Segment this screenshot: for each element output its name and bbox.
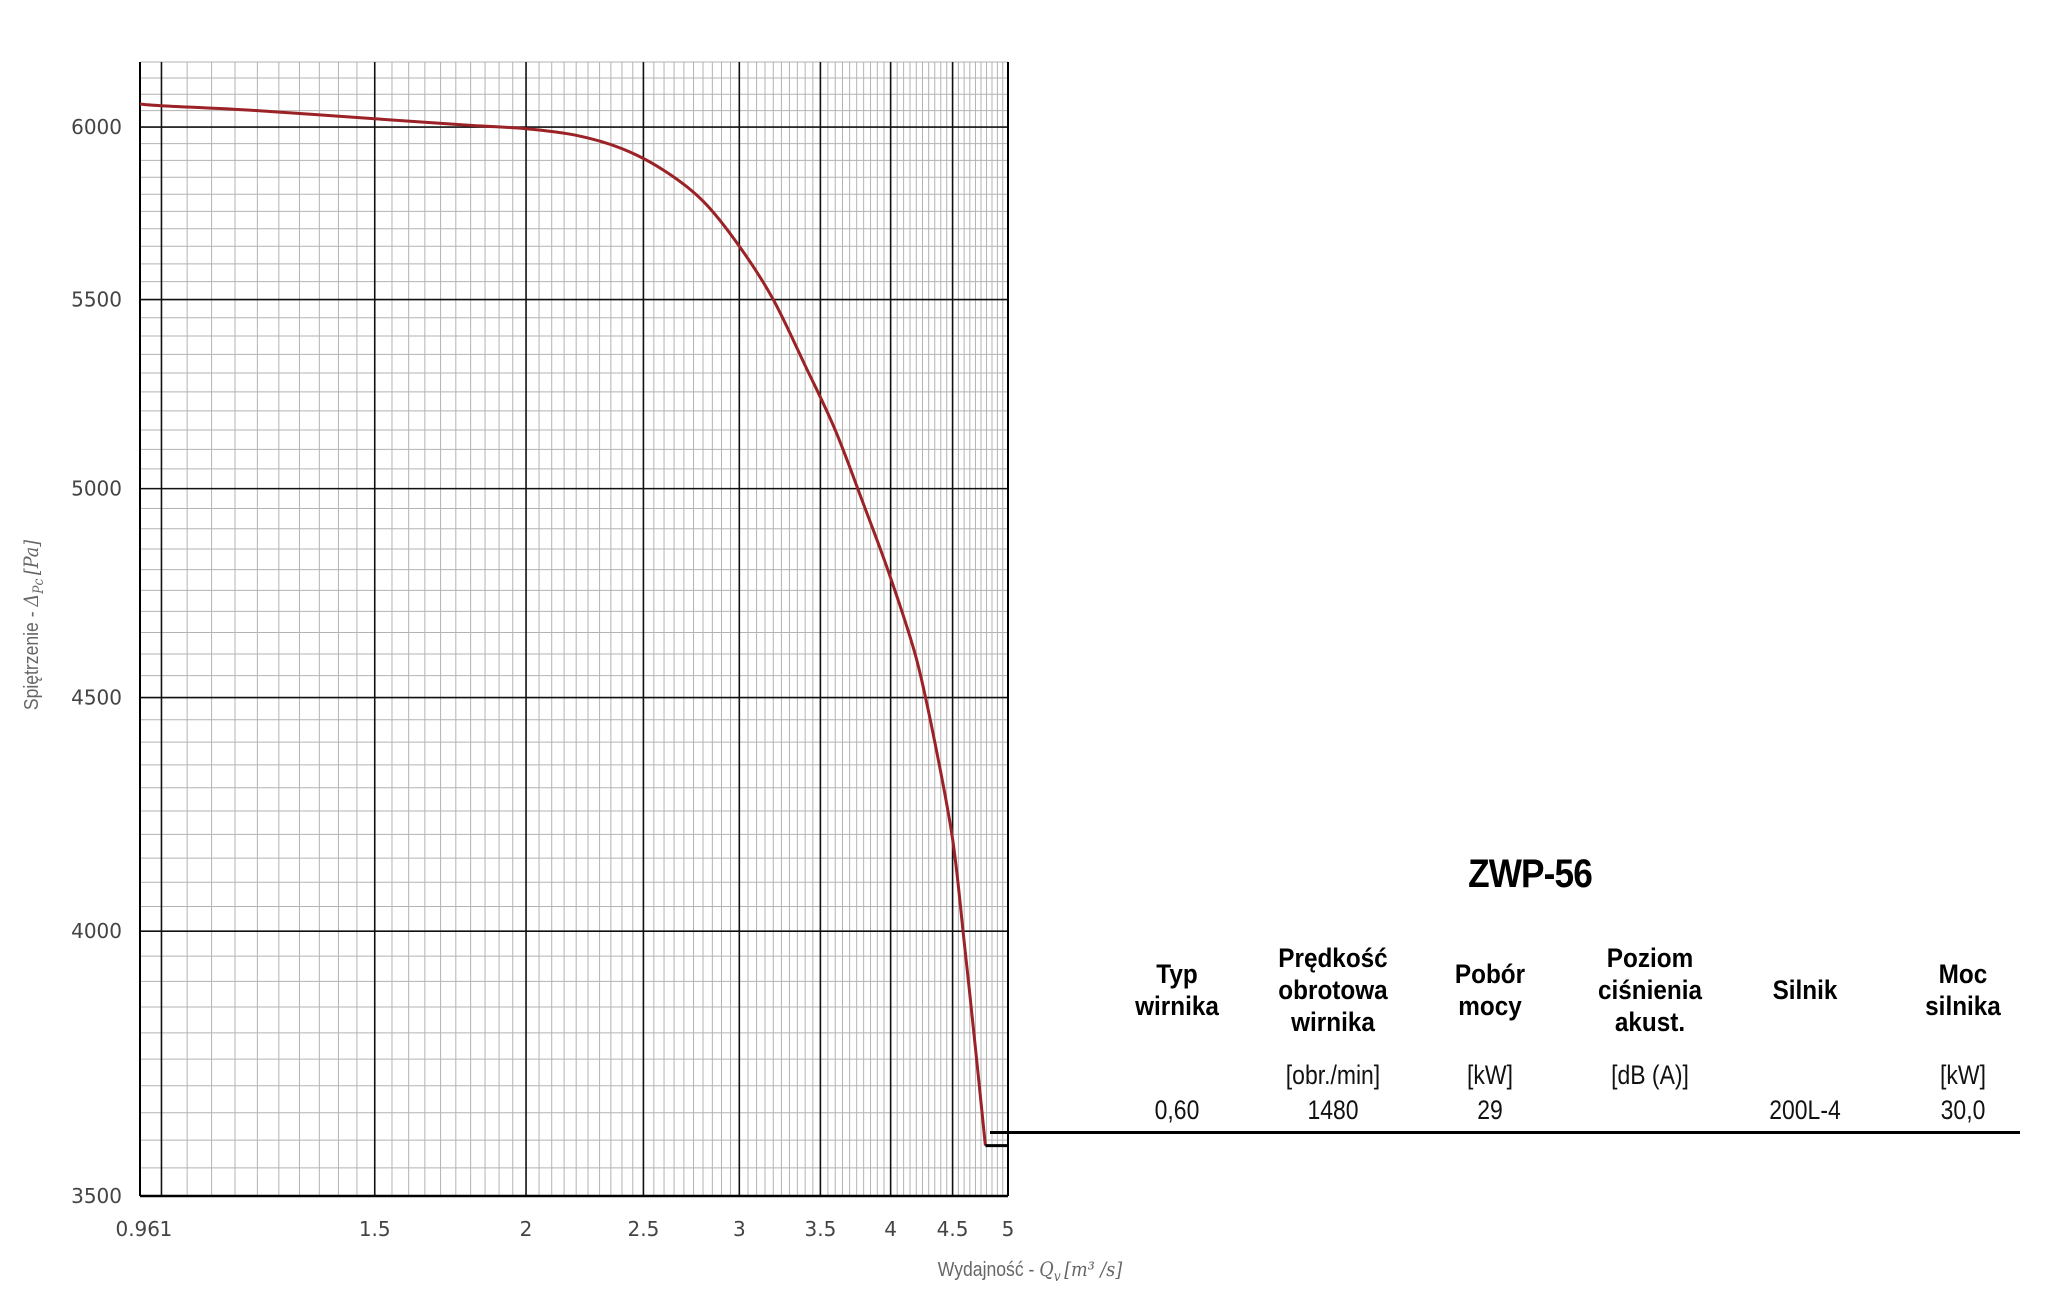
spec-unit: [obr./min] — [1285, 1060, 1381, 1090]
x-tick-label: 4.5 — [937, 1217, 969, 1241]
x-tick-label: 4 — [884, 1217, 897, 1241]
y-tick-label: 4500 — [71, 686, 122, 710]
x-tick-label: 1 — [159, 1217, 172, 1241]
spec-value: 30,0 — [1940, 1095, 1986, 1125]
spec-unit: [dB (A)] — [1611, 1060, 1689, 1090]
spec-value: 200L-4 — [1769, 1095, 1841, 1125]
y-tick-label: 3500 — [71, 1184, 122, 1208]
spec-header: Poziom ciśnienia akust. — [1597, 943, 1703, 1037]
spec-value: 0,60 — [1154, 1095, 1200, 1125]
x-tick-labels: 0.96 1 1.5 2 2.5 3 3.5 4 4.5 5 — [115, 1217, 1014, 1241]
y-tick-label: 4000 — [71, 919, 122, 943]
y-axis-title: Spiętrzenie - ΔPc[Pa] — [20, 539, 47, 710]
y-tick-label: 6000 — [71, 115, 122, 139]
spec-header: Silnik — [1772, 975, 1838, 1005]
spec-header: Typ wirnika — [1135, 959, 1219, 1021]
y-tick-label: 5500 — [71, 288, 122, 312]
chart-axes — [139, 62, 1009, 1198]
x-tick-label: 3.5 — [804, 1217, 836, 1241]
x-tick-label: 1.5 — [359, 1217, 391, 1241]
spec-underline — [990, 1131, 2020, 1134]
series-curve — [139, 102, 987, 1146]
spec-header: Moc silnika — [1925, 959, 2001, 1021]
major-grid — [140, 62, 1008, 1196]
y-tick-label: 5000 — [71, 477, 122, 501]
y-tick-labels: 3500 4000 4500 5000 5500 6000 — [71, 115, 122, 1208]
minor-grid — [140, 61, 1008, 1197]
spec-value: 1480 — [1307, 1095, 1359, 1125]
spec-value: 29 — [1477, 1095, 1503, 1125]
spec-unit: [kW] — [1940, 1060, 1986, 1090]
x-tick-label: 0.96 — [115, 1217, 160, 1241]
x-axis-title: Wydajność - Qv [m³ /s] — [938, 1258, 1123, 1285]
series-group — [139, 102, 1008, 1148]
x-tick-label: 5 — [1002, 1217, 1015, 1241]
model-title: ZWP-56 — [1468, 852, 1593, 896]
x-tick-label: 2.5 — [628, 1217, 660, 1241]
x-tick-label: 3 — [733, 1217, 746, 1241]
spec-header: Pobór mocy — [1454, 959, 1526, 1021]
x-tick-label: 2 — [520, 1217, 533, 1241]
spec-header: Prędkość obrotowa wirnika — [1278, 943, 1388, 1037]
spec-unit: [kW] — [1467, 1060, 1513, 1090]
